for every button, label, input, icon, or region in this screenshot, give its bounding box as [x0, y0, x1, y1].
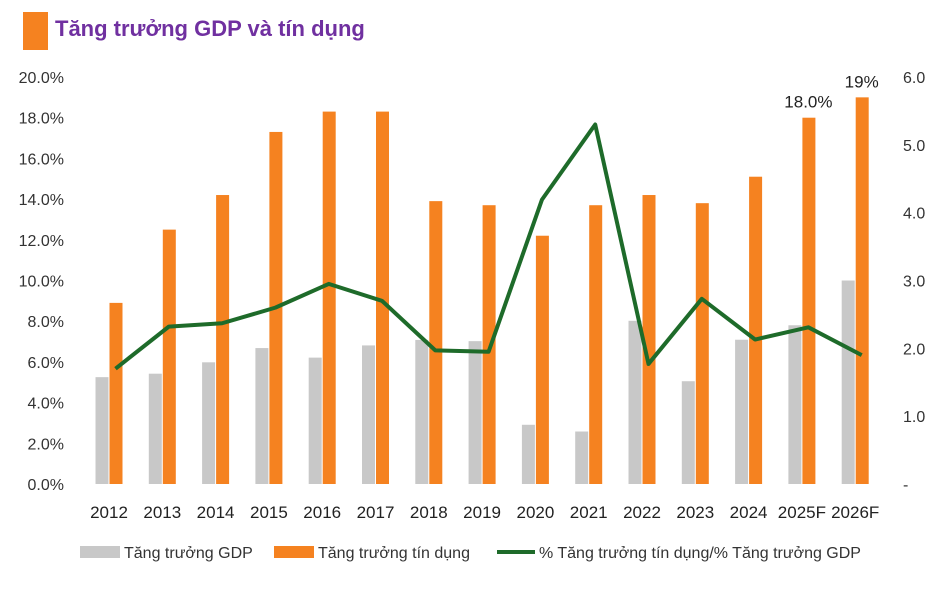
- right-tick-label: 6.0: [903, 70, 925, 87]
- x-tick-label: 2023: [676, 503, 714, 522]
- bar-credit: [855, 97, 869, 484]
- legend-label-credit: Tăng trưởng tín dụng: [318, 545, 470, 562]
- left-tick-label: 0.0%: [28, 477, 64, 494]
- right-tick-label: 1.0: [903, 409, 925, 426]
- bar-gdp: [468, 341, 482, 484]
- data-label: 18.0%: [784, 93, 832, 112]
- bar-gdp: [735, 339, 749, 484]
- right-tick-label: 3.0: [903, 274, 925, 291]
- bar-gdp: [148, 373, 162, 484]
- left-tick-label: 4.0%: [28, 396, 64, 413]
- right-tick-label: 4.0: [903, 206, 925, 223]
- bar-gdp: [841, 280, 855, 484]
- left-tick-label: 14.0%: [19, 192, 64, 209]
- bar-credit: [109, 302, 123, 484]
- bar-gdp: [202, 362, 216, 484]
- legend: Tăng trưởng GDP Tăng trưởng tín dụng % T…: [80, 545, 861, 562]
- bar-credit: [162, 229, 176, 484]
- x-axis-ticks: 2012 2013 2014 2015 2016 2017 2018 2019 2020 2021…: [90, 503, 879, 522]
- x-tick-label: 2021: [570, 503, 608, 522]
- left-tick-label: 20.0%: [19, 70, 64, 87]
- x-tick-label: 2015: [250, 503, 288, 522]
- x-tick-label: 2026F: [831, 503, 879, 522]
- bar-credit: [322, 111, 336, 484]
- legend-label-gdp: Tăng trưởng GDP: [124, 545, 253, 562]
- x-tick-label: 2016: [303, 503, 341, 522]
- bar-gdp: [308, 357, 322, 484]
- bar-gdp: [788, 325, 802, 484]
- x-tick-label: 2019: [463, 503, 501, 522]
- annotations: 18.0% 19%: [784, 72, 878, 111]
- bar-credit: [216, 195, 230, 484]
- bar-gdp: [521, 424, 535, 484]
- x-tick-label: 2022: [623, 503, 661, 522]
- x-tick-label: 2018: [410, 503, 448, 522]
- legend-label-ratio: % Tăng trưởng tín dụng/% Tăng trưởng GDP: [539, 545, 861, 562]
- x-tick-label: 2014: [197, 503, 235, 522]
- bar-credit: [749, 176, 763, 484]
- title-accent-block: [23, 12, 48, 50]
- legend-swatch-credit: [274, 546, 314, 558]
- left-tick-label: 18.0%: [19, 111, 64, 128]
- right-axis-ticks: - 1.0 2.0 3.0 4.0 5.0 6.0: [903, 70, 925, 494]
- bar-credit: [802, 117, 816, 484]
- bar-gdp: [628, 320, 642, 484]
- right-tick-label: 2.0: [903, 341, 925, 358]
- legend-swatch-gdp: [80, 546, 120, 558]
- right-tick-label: -: [903, 477, 908, 494]
- x-tick-label: 2012: [90, 503, 128, 522]
- left-tick-label: 10.0%: [19, 274, 64, 291]
- x-tick-label: 2024: [730, 503, 768, 522]
- bar-gdp: [362, 345, 375, 484]
- x-tick-label: 2020: [516, 503, 554, 522]
- bar-gdp: [95, 377, 109, 484]
- left-tick-label: 8.0%: [28, 314, 64, 331]
- bars: [95, 97, 869, 485]
- left-tick-label: 6.0%: [28, 355, 64, 372]
- bar-credit: [642, 195, 656, 484]
- bar-credit: [376, 111, 389, 484]
- bar-gdp: [575, 431, 589, 484]
- bar-gdp: [415, 339, 429, 484]
- left-tick-label: 2.0%: [28, 436, 64, 453]
- chart-title: Tăng trưởng GDP và tín dụng: [55, 16, 365, 41]
- left-tick-label: 12.0%: [19, 233, 64, 250]
- bar-gdp: [681, 381, 695, 484]
- data-label: 19%: [845, 72, 879, 91]
- x-tick-label: 2013: [143, 503, 181, 522]
- x-tick-label: 2017: [357, 503, 395, 522]
- right-tick-label: 5.0: [903, 138, 925, 155]
- bar-credit: [535, 235, 549, 484]
- left-tick-label: 16.0%: [19, 151, 64, 168]
- x-tick-label: 2025F: [778, 503, 826, 522]
- bar-gdp: [255, 348, 269, 484]
- bar-credit: [589, 205, 603, 484]
- bar-credit: [429, 201, 443, 484]
- left-axis-ticks: 0.0% 2.0% 4.0% 6.0% 8.0% 10.0% 12.0% 14.0% 16.0%…: [19, 70, 64, 494]
- ratio-line: [114, 122, 863, 371]
- bar-credit: [695, 203, 709, 485]
